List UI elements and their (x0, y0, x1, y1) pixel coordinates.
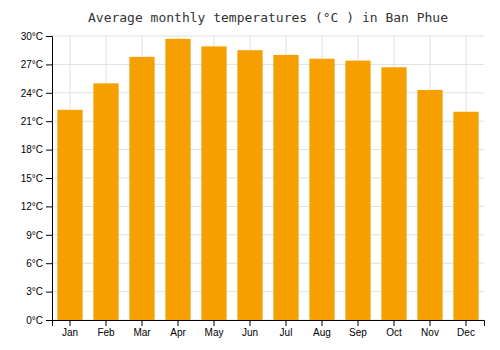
tick: Mar (133, 320, 151, 338)
bar (453, 112, 478, 320)
tick-mark (250, 320, 251, 326)
tick: Apr (170, 320, 186, 338)
tick-mark (178, 320, 179, 326)
tick: 15°C (21, 173, 52, 184)
tick: Jul (280, 320, 293, 338)
tick-mark (430, 320, 431, 326)
tick-label: 9°C (26, 230, 43, 241)
tick: May (205, 320, 224, 338)
tick-label: 15°C (21, 173, 43, 184)
tick-mark (214, 320, 215, 326)
bar (273, 55, 298, 320)
bar (201, 46, 226, 320)
tick-mark (394, 320, 395, 326)
tick: 24°C (21, 88, 52, 99)
bars (57, 39, 478, 320)
tick: 0°C (26, 315, 52, 326)
tick: 18°C (21, 144, 52, 155)
tick-mark (358, 320, 359, 326)
tick-mark (46, 36, 52, 37)
x-axis: Jan Feb Mar Apr May Jun Jul Aug Sep Oct Nov Dec (53, 320, 485, 338)
tick-mark (322, 320, 323, 326)
tick-label: 6°C (26, 258, 43, 269)
tick-mark (466, 320, 467, 326)
tick-label: Aug (313, 327, 331, 338)
tick-mark (46, 263, 52, 264)
tick: 9°C (26, 230, 52, 241)
tick-label: Feb (97, 327, 115, 338)
bar (417, 90, 442, 320)
bar (57, 110, 82, 320)
tick: Oct (386, 320, 402, 338)
tick-label: Sep (349, 327, 367, 338)
tick: 21°C (21, 116, 52, 127)
tick: 27°C (21, 59, 52, 70)
tick: 12°C (21, 201, 52, 212)
tick-mark (46, 121, 52, 122)
axis-line (46, 37, 53, 321)
tick: Jan (62, 320, 78, 338)
axis-line (53, 321, 485, 327)
tick: Feb (97, 320, 115, 338)
tick-label: Nov (421, 327, 439, 338)
tick-mark (46, 93, 52, 94)
tick-label: Oct (386, 327, 402, 338)
tick-mark (46, 320, 52, 321)
tick: Jun (242, 320, 258, 338)
chart: 0°C 3°C 6°C 9°C 12°C 15°C 18°C 21°C 24°C 27°C 30°C… (0, 0, 500, 350)
plot: 0°C 3°C 6°C 9°C 12°C 15°C 18°C 21°C 24°C 27°C 30°C… (21, 31, 485, 338)
bar (237, 50, 262, 320)
tick-mark (286, 320, 287, 326)
tick-label: Jul (280, 327, 293, 338)
tick: 30°C (21, 31, 52, 42)
tick-mark (106, 320, 107, 326)
tick-label: Jan (62, 327, 78, 338)
tick-mark (70, 320, 71, 326)
tick-mark (46, 292, 52, 293)
bar (345, 61, 370, 320)
bar (309, 59, 334, 320)
tick-mark (46, 64, 52, 65)
tick-label: 24°C (21, 88, 43, 99)
tick-label: May (205, 327, 224, 338)
tick-label: 12°C (21, 201, 43, 212)
tick-mark (46, 150, 52, 151)
tick: 6°C (26, 258, 52, 269)
tick-label: 3°C (26, 286, 43, 297)
tick: Nov (421, 320, 439, 338)
tick: 3°C (26, 286, 52, 297)
tick-label: 30°C (21, 31, 43, 42)
grid (52, 36, 484, 320)
tick-label: 21°C (21, 116, 43, 127)
tick-mark (142, 320, 143, 326)
bar (381, 67, 406, 320)
tick: Dec (457, 320, 475, 338)
y-axis: 0°C 3°C 6°C 9°C 12°C 15°C 18°C 21°C 24°C 27°C 30°C (21, 31, 53, 326)
tick-label: Jun (242, 327, 258, 338)
tick-label: Mar (133, 327, 151, 338)
tick-label: 0°C (26, 315, 43, 326)
bar (165, 39, 190, 320)
tick-label: Dec (457, 327, 475, 338)
tick-label: 18°C (21, 144, 43, 155)
bar (129, 57, 154, 320)
title: Average monthly temperatures (°C ) in Ba… (88, 10, 448, 25)
tick-label: 27°C (21, 59, 43, 70)
grid-line (52, 64, 484, 65)
tick: Aug (313, 320, 331, 338)
tick-mark (46, 178, 52, 179)
tick-mark (46, 235, 52, 236)
tick-label: Apr (170, 327, 186, 338)
bar (93, 83, 118, 320)
tick-mark (46, 206, 52, 207)
grid-line (52, 36, 484, 37)
tick: Sep (349, 320, 367, 338)
